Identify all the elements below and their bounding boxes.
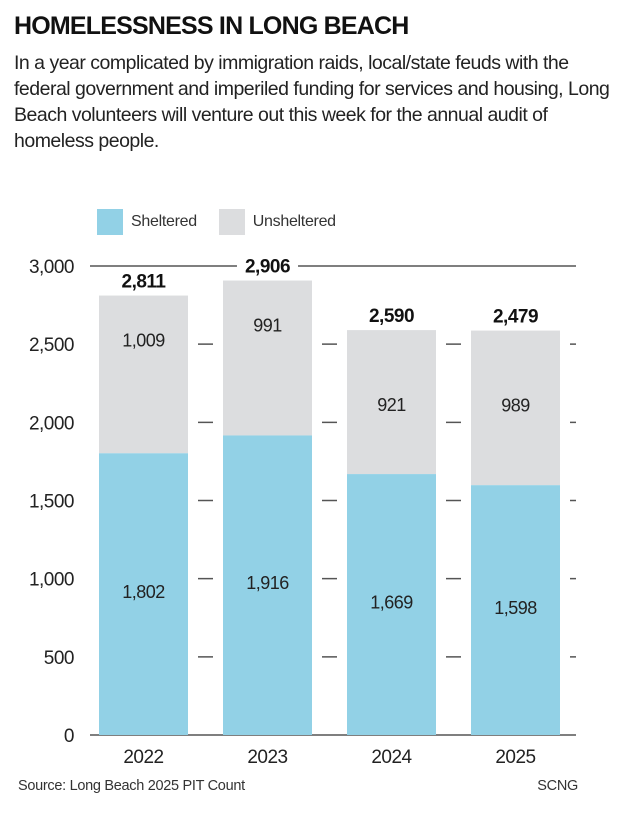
y-tick-label: 3,000 bbox=[29, 257, 74, 278]
legend-swatch-sheltered bbox=[97, 209, 123, 235]
label-backing bbox=[236, 256, 299, 278]
y-tick-label: 1,500 bbox=[29, 492, 74, 513]
data-label-unsheltered: 1,009 bbox=[122, 331, 165, 351]
x-tick-label: 2024 bbox=[371, 747, 412, 768]
legend: Sheltered Unsheltered bbox=[97, 209, 358, 235]
y-tick-label: 2,000 bbox=[29, 413, 74, 434]
data-label-sheltered: 1,802 bbox=[122, 582, 165, 602]
data-label-sheltered: 1,598 bbox=[494, 598, 537, 618]
data-label-total: 2,590 bbox=[369, 306, 414, 327]
data-label-unsheltered: 989 bbox=[501, 396, 530, 416]
y-tick-label: 1,000 bbox=[29, 570, 74, 591]
data-label-sheltered: 1,916 bbox=[246, 573, 289, 593]
bar-unsheltered-2024 bbox=[347, 330, 436, 475]
x-tick-label: 2023 bbox=[247, 747, 287, 768]
y-tick-label: 500 bbox=[44, 648, 74, 669]
bar-unsheltered-2025 bbox=[471, 330, 560, 486]
legend-label-unsheltered: Unsheltered bbox=[252, 213, 336, 230]
source-note: Source: Long Beach 2025 PIT Count bbox=[18, 778, 245, 794]
credit: SCNG bbox=[537, 778, 578, 794]
data-label-total: 2,906 bbox=[245, 257, 290, 278]
bar-unsheltered-2023 bbox=[223, 280, 312, 436]
bar-sheltered-2025 bbox=[471, 485, 560, 735]
legend-swatch-unsheltered bbox=[218, 209, 245, 235]
x-tick-label: 2022 bbox=[123, 747, 163, 768]
chart-subtitle: In a year complicated by immigration rai… bbox=[14, 52, 610, 152]
legend-label-sheltered: Sheltered bbox=[131, 213, 197, 230]
data-label-sheltered: 1,669 bbox=[370, 593, 413, 613]
bar-sheltered-2023 bbox=[223, 435, 312, 735]
x-tick-label: 2025 bbox=[495, 747, 535, 768]
y-tick-label: 0 bbox=[64, 726, 74, 747]
legend-item-sheltered: Sheltered bbox=[97, 209, 197, 235]
legend-item-unsheltered: Unsheltered bbox=[218, 209, 336, 235]
bar-sheltered-2022 bbox=[99, 453, 188, 735]
data-label-unsheltered: 921 bbox=[377, 395, 406, 415]
data-label-unsheltered: 991 bbox=[253, 316, 282, 336]
chart-title: HOMELESSNESS IN LONG BEACH bbox=[14, 12, 409, 40]
data-label-total: 2,811 bbox=[122, 272, 167, 293]
data-label-total: 2,479 bbox=[493, 307, 538, 328]
y-tick-label: 2,500 bbox=[29, 335, 74, 356]
bar-unsheltered-2022 bbox=[99, 295, 188, 454]
bar-sheltered-2024 bbox=[347, 474, 436, 735]
